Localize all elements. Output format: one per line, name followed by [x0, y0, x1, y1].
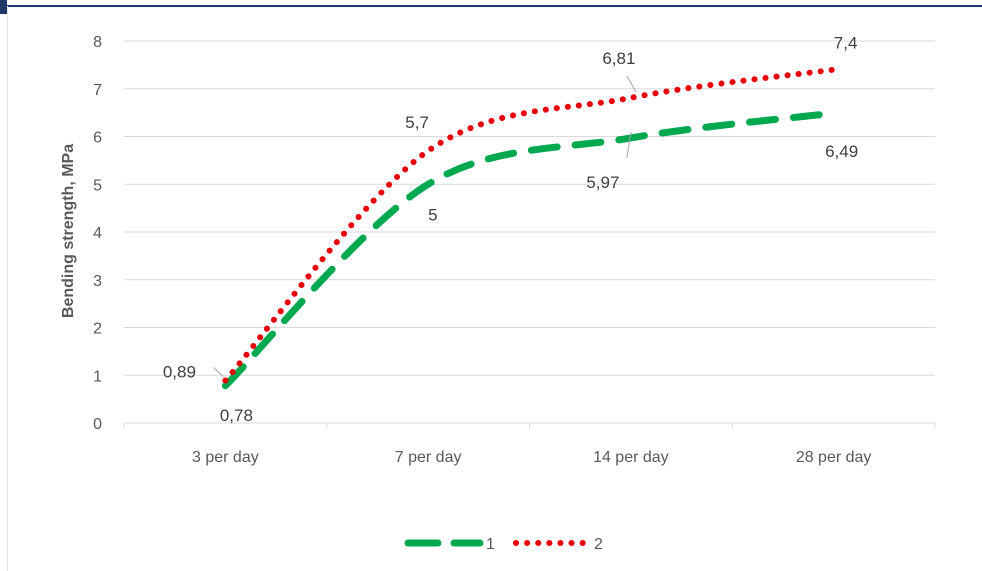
y-axis-title: Bending strength, MPa [60, 144, 77, 318]
x-tick-label: 14 per day [593, 449, 669, 466]
y-axis: 0 1 2 3 4 5 6 7 8 [93, 34, 102, 433]
x-tick-label: 28 per day [796, 449, 872, 466]
y-tick-label: 6 [93, 130, 102, 147]
y-tick-label: 1 [93, 368, 102, 385]
chart-corner-marker [0, 0, 7, 14]
x-axis: 3 per day 7 per day 14 per day 28 per day [123, 422, 936, 466]
y-tick-label: 8 [93, 34, 102, 51]
data-labels: 0,78 5 5,97 6,49 0,89 5,7 6,81 7,4 [163, 34, 858, 425]
data-label-leader [213, 367, 224, 377]
y-tick-label: 7 [93, 82, 102, 99]
data-label-series-1: 5 [428, 205, 437, 224]
y-tick-label: 2 [93, 321, 102, 338]
y-tick-label: 4 [93, 225, 102, 242]
series-line-2 [222, 66, 837, 384]
series-line-1 [221, 109, 838, 390]
data-label-series-1: 0,78 [220, 406, 253, 425]
data-label-series-2: 6,81 [602, 49, 635, 68]
data-label-leader [626, 75, 637, 93]
legend-item-1: 1 [404, 536, 495, 553]
data-label-series-2: 7,4 [834, 34, 858, 53]
data-label-series-2: 5,7 [405, 113, 429, 132]
x-tick-label: 7 per day [395, 449, 462, 466]
y-tick-label: 0 [93, 416, 102, 433]
legend-label-1: 1 [486, 536, 495, 553]
data-label-series-2: 0,89 [163, 363, 196, 382]
legend-item-2: 2 [513, 536, 603, 553]
x-tick-label: 3 per day [192, 449, 259, 466]
gridlines [124, 40, 935, 376]
data-label-leader [626, 131, 632, 159]
legend-label-2: 2 [594, 536, 603, 553]
y-tick-label: 3 [93, 273, 102, 290]
data-label-series-1: 6,49 [825, 142, 858, 161]
data-label-series-1: 5,97 [586, 173, 619, 192]
y-tick-label: 5 [93, 177, 102, 194]
plot-area [221, 66, 838, 390]
